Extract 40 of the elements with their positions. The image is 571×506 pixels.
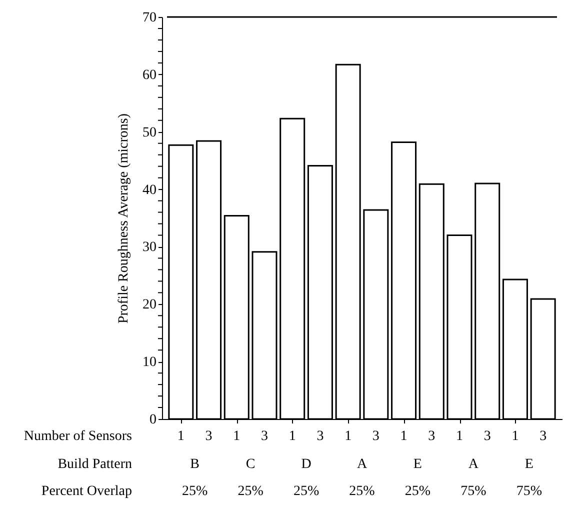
x-tick-label: 3: [205, 429, 212, 444]
text: Percent Overlap: [41, 484, 132, 499]
text: 75%: [516, 484, 542, 499]
y-tick-label: 60: [142, 68, 156, 83]
x-tick-label: 3: [261, 429, 268, 444]
x-tick-label: 1: [288, 429, 296, 444]
text: 25%: [238, 484, 264, 499]
text: A: [468, 457, 480, 472]
x-tick-label: 1: [177, 429, 184, 444]
x-tick-label: 1: [400, 429, 408, 444]
x-tick-label: 1: [512, 429, 519, 444]
x-tick-label: 3: [316, 429, 324, 444]
y-tick-label: 0: [150, 412, 156, 428]
text: 25%: [182, 484, 208, 499]
x-tick-label: 1: [233, 429, 240, 444]
y-tick-label: 30: [142, 240, 156, 256]
x-axis-title: Number of Sensors: [24, 429, 132, 444]
x-tick-label: 1: [456, 429, 463, 444]
y-tick-label: 70: [142, 10, 156, 26]
y-tick-label: 50: [142, 125, 156, 140]
text: Build Pattern: [58, 457, 132, 472]
y-tick-label: 20: [142, 298, 156, 313]
y-axis-title: Profile Roughness Average (microns): [116, 113, 132, 324]
text: 25%: [404, 484, 431, 499]
y-tick-label: 10: [142, 355, 156, 370]
text: 25%: [293, 484, 320, 499]
x-tick-label: 3: [428, 429, 436, 444]
text: A: [356, 457, 368, 472]
text: E: [413, 457, 422, 472]
x-tick-label: 3: [372, 429, 380, 444]
x-tick-label: 3: [484, 429, 491, 444]
y-tick-label: 40: [142, 182, 156, 198]
text: B: [190, 457, 200, 472]
text: 75%: [460, 484, 487, 499]
text: 25%: [349, 484, 376, 499]
text: D: [301, 457, 312, 472]
x-tick-label: 3: [540, 429, 547, 444]
x-tick-label: 1: [344, 429, 352, 444]
text: C: [246, 457, 256, 472]
text: E: [524, 457, 534, 472]
